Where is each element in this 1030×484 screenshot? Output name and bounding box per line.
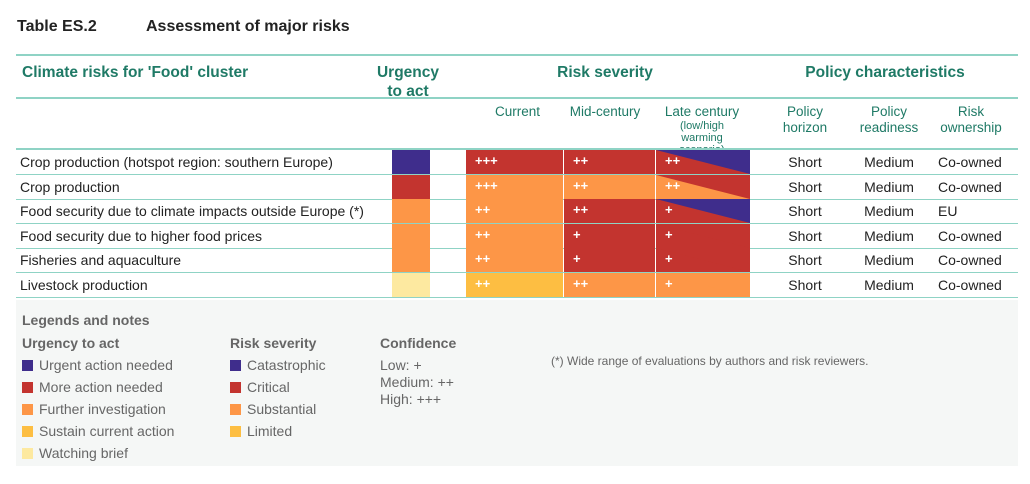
- mid-severity-cell: ++: [564, 150, 655, 174]
- legend-urgency: Urgency to act Urgent action needed More …: [22, 332, 174, 464]
- urgency-cell: [392, 150, 430, 174]
- current-severity-cell: ++: [466, 272, 563, 297]
- legend-item: Urgent action needed: [22, 354, 174, 376]
- current-severity-cell: +++: [466, 150, 563, 174]
- mid-severity-cell: ++: [564, 199, 655, 223]
- rule: [16, 97, 1018, 99]
- mid-severity-cell: +: [564, 223, 655, 248]
- high-scenario-triangle: [656, 174, 750, 199]
- current-severity-cell: ++: [466, 248, 563, 272]
- col-ownership: Risk ownership: [940, 104, 1002, 135]
- col-current: Current: [494, 104, 540, 119]
- late-severity-cell: +: [656, 223, 750, 248]
- table-number: Table ES.2: [17, 18, 97, 35]
- policy-readiness: Medium: [864, 203, 914, 219]
- late-severity-cell: ++: [656, 150, 750, 174]
- late-severity-cell: +: [656, 199, 750, 223]
- late-severity-cell: +: [656, 248, 750, 272]
- header-severity: Risk severity: [557, 64, 653, 81]
- mid-severity-cell: ++: [564, 272, 655, 297]
- confidence-high: High: +++: [380, 391, 442, 407]
- urgency-cell: [392, 272, 430, 297]
- risk-label: Food security due to climate impacts out…: [20, 203, 364, 219]
- swatch-icon: [22, 404, 33, 415]
- row-rule: [16, 296, 1018, 298]
- swatch-icon: [230, 426, 241, 437]
- col-readiness: Policy readiness: [859, 104, 919, 135]
- high-scenario-triangle: [656, 150, 750, 174]
- risk-label: Livestock production: [20, 276, 148, 293]
- confidence-medium: Medium: ++: [380, 374, 454, 390]
- swatch-icon: [230, 360, 241, 371]
- legend-item: Substantial: [230, 398, 326, 420]
- policy-horizon: Short: [788, 203, 822, 219]
- header-risks: Climate risks for 'Food' cluster: [22, 64, 249, 81]
- col-mid: Mid-century: [569, 104, 641, 119]
- high-scenario-triangle: [656, 223, 750, 248]
- swatch-icon: [230, 382, 241, 393]
- legend-item: Critical: [230, 376, 326, 398]
- policy-horizon: Short: [788, 276, 822, 293]
- confidence-low: Low: +: [380, 357, 422, 373]
- legend-item: Sustain current action: [22, 420, 174, 442]
- high-scenario-triangle: [656, 248, 750, 272]
- risk-label: Fisheries and aquaculture: [20, 252, 182, 268]
- risk-label: Food security due to higher food prices: [20, 227, 263, 244]
- current-severity-cell: +++: [466, 174, 563, 199]
- policy-horizon: Short: [788, 252, 822, 268]
- legend-item: Further investigation: [22, 398, 174, 420]
- late-severity-cell: +: [656, 272, 750, 297]
- footnote: (*) Wide range of evaluations by authors…: [551, 354, 869, 368]
- swatch-icon: [22, 448, 33, 459]
- risk-ownership: EU: [938, 203, 958, 219]
- risk-ownership: Co-owned: [938, 276, 1002, 293]
- legend-title: Legends and notes: [22, 312, 150, 328]
- swatch-icon: [22, 382, 33, 393]
- legend-item: Limited: [230, 420, 326, 442]
- urgency-cell: [392, 174, 430, 199]
- current-severity-cell: ++: [466, 199, 563, 223]
- risk-label: Crop production: [20, 178, 120, 195]
- rule: [16, 148, 1018, 150]
- legend-panel: Legends and notes Urgency to act Urgent …: [16, 300, 1018, 466]
- high-scenario-triangle: [656, 272, 750, 297]
- policy-horizon: Short: [788, 178, 822, 195]
- policy-horizon: Short: [788, 227, 822, 244]
- col-horizon: Policy horizon: [782, 104, 828, 135]
- policy-readiness: Medium: [864, 154, 914, 170]
- risk-ownership: Co-owned: [938, 227, 1002, 244]
- policy-horizon: Short: [788, 154, 822, 170]
- legend-severity: Risk severity Catastrophic Critical Substa…: [230, 332, 326, 442]
- risk-ownership: Co-owned: [938, 178, 1002, 195]
- swatch-icon: [22, 426, 33, 437]
- high-scenario-triangle: [656, 199, 750, 223]
- risk-ownership: Co-owned: [938, 252, 1002, 268]
- legend-item: Watching brief: [22, 442, 174, 464]
- rule: [16, 54, 1018, 56]
- legend-item: Catastrophic: [230, 354, 326, 376]
- mid-severity-cell: ++: [564, 174, 655, 199]
- late-severity-cell: ++: [656, 174, 750, 199]
- risk-label: Crop production (hotspot region: souther…: [20, 154, 333, 170]
- mid-severity-cell: +: [564, 248, 655, 272]
- current-severity-cell: ++: [466, 223, 563, 248]
- policy-readiness: Medium: [864, 178, 914, 195]
- policy-readiness: Medium: [864, 276, 914, 293]
- legend-item: More action needed: [22, 376, 174, 398]
- risk-ownership: Co-owned: [938, 154, 1002, 170]
- swatch-icon: [22, 360, 33, 371]
- urgency-cell: [392, 248, 430, 272]
- legend-confidence: Confidence Low: + Medium: ++ High: +++: [380, 335, 457, 407]
- table-title: Assessment of major risks: [146, 18, 350, 35]
- urgency-cell: [392, 223, 430, 248]
- header-urgency: Urgency to act: [376, 64, 440, 100]
- header-policy: Policy characteristics: [805, 64, 965, 81]
- policy-readiness: Medium: [864, 252, 914, 268]
- swatch-icon: [230, 404, 241, 415]
- policy-readiness: Medium: [864, 227, 914, 244]
- urgency-cell: [392, 199, 430, 223]
